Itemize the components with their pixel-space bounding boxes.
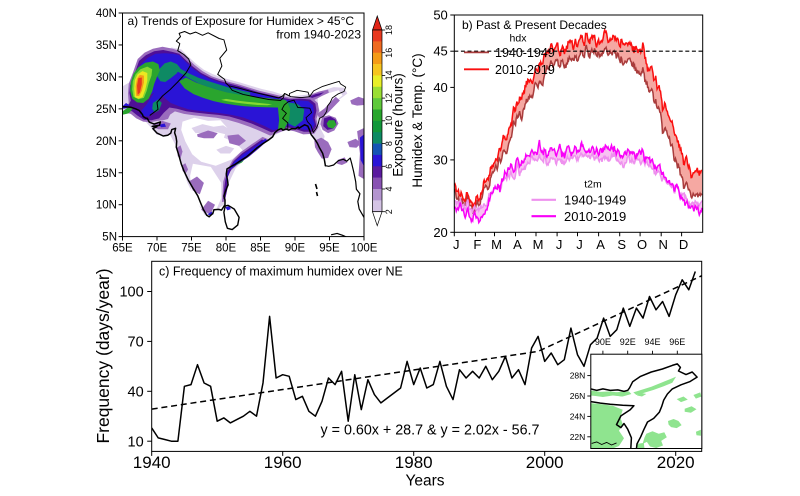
svg-text:8: 8 — [384, 141, 394, 146]
svg-text:10: 10 — [128, 434, 144, 450]
svg-text:J: J — [576, 237, 583, 252]
svg-text:Exposure (hours): Exposure (hours) — [391, 73, 406, 177]
svg-text:J: J — [556, 237, 563, 252]
svg-text:40N: 40N — [96, 8, 117, 20]
svg-text:14: 14 — [384, 70, 394, 80]
svg-text:J: J — [453, 237, 460, 252]
svg-text:2010-2019: 2010-2019 — [564, 209, 626, 224]
svg-text:94E: 94E — [644, 337, 660, 347]
svg-text:b) Past & Present Decades: b) Past & Present Decades — [462, 18, 607, 32]
svg-text:1940: 1940 — [133, 453, 171, 472]
svg-text:20: 20 — [433, 225, 447, 240]
svg-text:y = 0.60x + 28.7 & y = 2.02x -: y = 0.60x + 28.7 & y = 2.02x - 56.7 — [321, 423, 540, 439]
svg-text:F: F — [473, 237, 481, 252]
svg-text:25N: 25N — [96, 104, 117, 116]
svg-text:M: M — [491, 237, 502, 252]
svg-text:35N: 35N — [96, 40, 117, 52]
svg-text:2: 2 — [384, 209, 394, 214]
svg-text:2020: 2020 — [657, 453, 695, 472]
svg-text:5N: 5N — [102, 232, 117, 244]
svg-text:18: 18 — [384, 25, 394, 35]
svg-text:30N: 30N — [96, 72, 117, 84]
svg-text:1980: 1980 — [395, 453, 433, 472]
svg-text:12: 12 — [384, 93, 394, 103]
svg-text:26N: 26N — [570, 391, 586, 401]
svg-text:A: A — [596, 237, 605, 252]
svg-text:D: D — [679, 237, 688, 252]
svg-text:N: N — [659, 237, 668, 252]
svg-text:20N: 20N — [96, 136, 117, 148]
svg-text:1960: 1960 — [264, 453, 302, 472]
svg-text:96E: 96E — [669, 337, 685, 347]
svg-text:c) Frequency of maximum humide: c) Frequency of maximum humidex over NE — [159, 265, 403, 279]
svg-text:95E: 95E — [319, 243, 340, 255]
svg-text:2000: 2000 — [526, 453, 564, 472]
svg-text:100E: 100E — [351, 243, 378, 255]
svg-text:S: S — [617, 237, 626, 252]
svg-text:M: M — [533, 237, 544, 252]
svg-text:10: 10 — [384, 116, 394, 126]
svg-text:hdx: hdx — [510, 33, 528, 45]
svg-text:28N: 28N — [570, 371, 586, 381]
svg-text:65E: 65E — [112, 243, 133, 255]
svg-text:6: 6 — [384, 164, 394, 169]
svg-text:O: O — [637, 237, 647, 252]
svg-text:75E: 75E — [181, 243, 202, 255]
svg-text:50: 50 — [433, 8, 447, 23]
svg-text:16: 16 — [384, 48, 394, 58]
svg-text:1940-1949: 1940-1949 — [495, 46, 555, 60]
svg-text:40: 40 — [128, 385, 144, 401]
svg-text:from 1940-2023: from 1940-2023 — [276, 28, 361, 42]
svg-text:t2m: t2m — [584, 179, 602, 191]
svg-text:45: 45 — [433, 44, 447, 59]
svg-text:70: 70 — [128, 335, 144, 351]
svg-text:90E: 90E — [595, 337, 611, 347]
svg-text:4: 4 — [384, 186, 394, 191]
svg-text:40: 40 — [433, 80, 447, 95]
svg-text:70E: 70E — [147, 243, 168, 255]
svg-text:2010-2019: 2010-2019 — [495, 63, 555, 77]
svg-text:92E: 92E — [620, 337, 636, 347]
svg-text:Years: Years — [405, 473, 444, 490]
svg-text:24N: 24N — [570, 411, 586, 421]
svg-text:22N: 22N — [570, 432, 586, 442]
svg-text:A: A — [513, 237, 522, 252]
svg-text:90E: 90E — [285, 243, 306, 255]
svg-text:100: 100 — [119, 285, 143, 301]
svg-text:85E: 85E — [250, 243, 271, 255]
svg-text:15N: 15N — [96, 168, 117, 180]
svg-text:1940-1949: 1940-1949 — [564, 193, 626, 208]
svg-text:a) Trends of Exposure for Humi: a) Trends of Exposure for Humidex > 45°C — [128, 14, 355, 28]
svg-text:30: 30 — [433, 152, 447, 167]
svg-text:Frequency (days/year): Frequency (days/year) — [93, 268, 113, 443]
svg-text:10N: 10N — [96, 200, 117, 212]
svg-text:80E: 80E — [216, 243, 237, 255]
svg-text:Humidex & Temp. (°C): Humidex & Temp. (°C) — [410, 53, 425, 187]
